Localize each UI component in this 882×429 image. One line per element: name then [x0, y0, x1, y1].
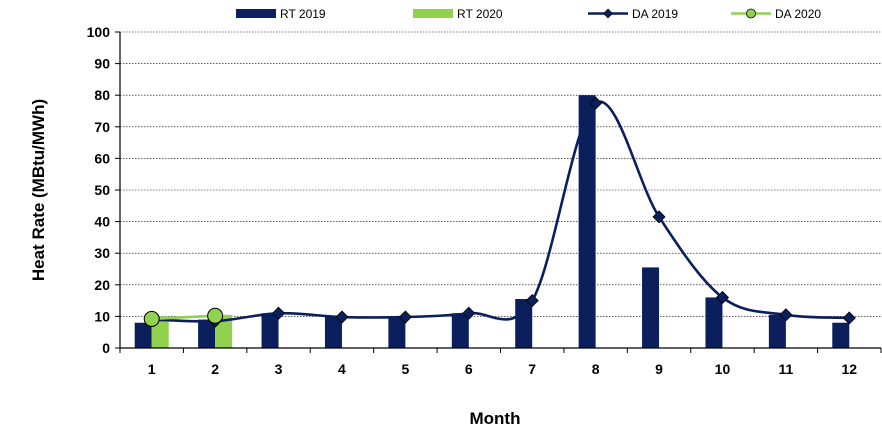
y-tick-label-20: 20: [94, 277, 110, 293]
line-da-2020: [151, 314, 216, 321]
y-axis-title: Heat Rate (MBtu/MWh): [29, 99, 48, 281]
bar-rt-2019-8: [578, 95, 596, 348]
legend-label-rt-2020: RT 2020: [457, 7, 503, 21]
bar-rt-2019-6: [451, 313, 469, 348]
x-tick-label-5: 5: [401, 361, 409, 377]
y-tick-label-60: 60: [94, 150, 110, 166]
bar-rt-2019-9: [642, 267, 660, 348]
y-tick-label-90: 90: [94, 56, 110, 72]
x-tick-label-2: 2: [211, 361, 219, 377]
point-da-2019-12: [842, 311, 856, 325]
x-tick-label-4: 4: [338, 361, 346, 377]
x-tick-label-1: 1: [148, 361, 156, 377]
x-tick-label-10: 10: [715, 361, 731, 377]
bar-rt-2019-12: [832, 322, 850, 348]
legend: RT 2019 RT 2020 DA 2019 DA 2020: [236, 7, 821, 21]
x-tick-label-7: 7: [528, 361, 536, 377]
bar-rt-2019-11: [768, 314, 786, 348]
point-da-2020-2: [207, 307, 224, 324]
x-tick-label-8: 8: [592, 361, 600, 377]
bar-rt-2019-5: [388, 316, 406, 348]
point-da-2019-8: [589, 96, 603, 110]
bars: [134, 95, 850, 348]
x-tick-label-6: 6: [465, 361, 473, 377]
legend-marker-da-2020: [746, 8, 756, 19]
point-da-2019-5: [398, 310, 412, 324]
point-da-2019-3: [271, 306, 286, 320]
point-da-2020-1: [143, 310, 160, 327]
legend-label-da-2020: DA 2020: [775, 7, 821, 21]
legend-marker-da-2019: [603, 8, 613, 19]
axes: [115, 31, 882, 353]
point-da-2019-11: [779, 308, 793, 322]
point-da-2019-7: [525, 294, 539, 308]
y-tick-label-80: 80: [94, 87, 110, 103]
y-tick-label-10: 10: [94, 308, 110, 324]
x-axis-title: Month: [470, 409, 521, 428]
x-tick-label-9: 9: [655, 361, 663, 377]
y-tick-label-30: 30: [94, 245, 110, 261]
point-da-2019-4: [335, 310, 349, 324]
legend-swatch-rt-2019: [236, 9, 276, 18]
bar-rt-2019-10: [705, 297, 723, 348]
bar-rt-2019-3: [261, 313, 279, 348]
x-tick-label-11: 11: [778, 361, 793, 377]
x-tick-label-3: 3: [275, 361, 283, 377]
legend-label-rt-2019: RT 2019: [280, 7, 326, 21]
line-da-2019: [151, 100, 850, 323]
bar-rt-2019-4: [324, 316, 342, 348]
point-da-2019-10: [715, 290, 730, 305]
bar-rt-2019-7: [515, 299, 533, 348]
y-tick-label-40: 40: [94, 214, 110, 230]
y-tick-label-0: 0: [102, 340, 110, 356]
y-tick-label-100: 100: [87, 24, 111, 40]
bar-rt-2019-1: [134, 322, 152, 348]
legend-swatch-rt-2020: [413, 9, 453, 18]
legend-label-da-2019: DA 2019: [632, 7, 678, 21]
y-tick-label-70: 70: [94, 119, 110, 135]
point-da-2019-9: [652, 210, 666, 224]
point-da-2019-6: [462, 306, 476, 320]
x-tick-label-12: 12: [842, 361, 858, 377]
lines: [143, 96, 856, 328]
y-tick-label-50: 50: [94, 182, 110, 198]
gridlines: [120, 31, 881, 317]
bar-rt-2019-2: [198, 319, 216, 348]
